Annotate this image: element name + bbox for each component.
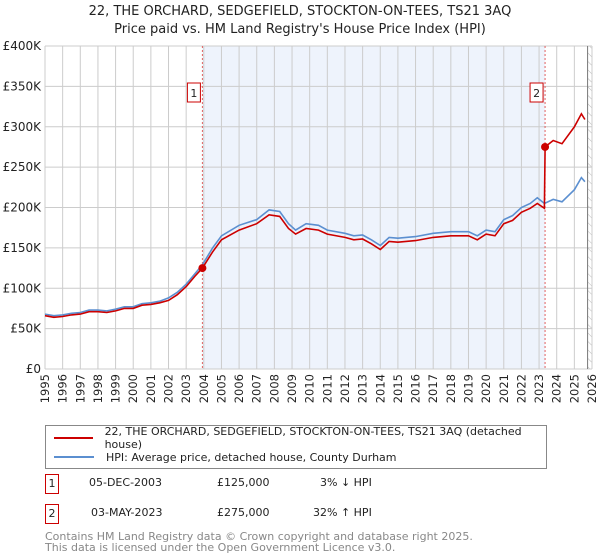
x-tick-label: 2014 (373, 374, 387, 403)
sale-label: 2 (533, 87, 540, 100)
legend-label-price: 22, THE ORCHARD, SEDGEFIELD, STOCKTON-ON… (104, 425, 522, 451)
x-tick-label: 2020 (479, 374, 493, 403)
x-tick-label: 2015 (391, 374, 405, 403)
x-tick-label: 2013 (356, 374, 370, 403)
x-tick-label: 1999 (109, 374, 123, 403)
x-tick-label: 1998 (91, 374, 105, 403)
x-tick-label: 1997 (73, 374, 87, 403)
sale-point (198, 264, 207, 273)
sale-label-box (186, 82, 201, 103)
legend-label-hpi: HPI: Average price, detached house, Coun… (106, 450, 397, 464)
x-tick-label: 2004 (197, 374, 211, 403)
legend-item-hpi: HPI: Average price, detached house, Coun… (54, 449, 397, 465)
chart-title: 22, THE ORCHARD, SEDGEFIELD, STOCKTON-ON… (88, 4, 512, 19)
transaction-date: 05-DEC-2003 (89, 476, 163, 489)
x-tick-label: 2001 (144, 374, 158, 403)
sale-point (541, 142, 550, 151)
transaction-hpi-diff: 32% ↑ HPI (313, 506, 372, 519)
y-tick-label: £0 (26, 362, 41, 376)
y-tick-label: £350K (3, 79, 43, 93)
y-tick-label: £150K (3, 241, 43, 255)
x-tick-label: 2011 (320, 374, 334, 403)
x-tick-label: 2000 (126, 374, 140, 403)
legend-swatch-hpi (54, 456, 94, 458)
x-tick-label: 2007 (250, 374, 264, 403)
legend-swatch-price (54, 437, 93, 439)
footer-copyright: Contains HM Land Registry data © Crown c… (45, 530, 473, 543)
y-tick-label: £200K (3, 201, 43, 215)
x-tick-label: 1996 (56, 374, 70, 403)
x-tick-label: 2019 (461, 374, 475, 403)
y-tick-label: £50K (10, 322, 42, 336)
x-tick-label: 2018 (444, 374, 458, 403)
y-tick-label: £300K (3, 120, 43, 134)
price-chart: 1995 1996 1997 1998 1999 2000 2001 2002 2003 2004… (3, 39, 599, 403)
x-tick-label: 2021 (497, 374, 511, 403)
transaction-price: £275,000 (217, 506, 270, 519)
sale-label-box (529, 82, 544, 103)
x-tick-label: 2002 (162, 374, 176, 403)
x-tick-label: 2024 (550, 374, 564, 403)
transaction-marker: 2 (45, 504, 59, 524)
x-tick-label: 2017 (426, 374, 440, 403)
x-tick-label: 2010 (303, 374, 317, 403)
x-tick-label: 2003 (179, 374, 193, 403)
y-tick-label: £400K (3, 39, 43, 53)
y-tick-label: £100K (3, 281, 43, 295)
x-tick-label: 2005 (214, 374, 228, 403)
hpi-line (44, 176, 586, 317)
chart-subtitle: Price paid vs. HM Land Registry's House … (114, 22, 486, 37)
x-tick-label: 2022 (514, 374, 528, 403)
x-tick-label: 1995 (38, 374, 52, 403)
price-paid-line (44, 112, 586, 319)
x-tick-label: 2025 (567, 374, 581, 403)
transaction-marker: 1 (45, 474, 59, 494)
transaction-hpi-diff: 3% ↓ HPI (320, 476, 372, 489)
x-tick-label: 2006 (232, 374, 246, 403)
transaction-price: £125,000 (217, 476, 270, 489)
footer-licence: This data is licensed under the Open Gov… (45, 541, 396, 554)
legend-item-price: 22, THE ORCHARD, SEDGEFIELD, STOCKTON-ON… (54, 425, 546, 451)
x-tick-label: 2009 (285, 374, 299, 403)
x-tick-label: 2023 (532, 374, 546, 403)
x-tick-label: 2008 (267, 374, 281, 403)
legend: 22, THE ORCHARD, SEDGEFIELD, STOCKTON-ON… (45, 425, 547, 469)
transaction-date: 03-MAY-2023 (91, 506, 163, 519)
y-tick-label: £250K (3, 160, 43, 174)
sale-label: 1 (190, 87, 197, 100)
x-tick-label: 2012 (338, 374, 352, 403)
x-tick-label: 2026 (585, 374, 599, 403)
x-tick-label: 2016 (409, 374, 423, 403)
